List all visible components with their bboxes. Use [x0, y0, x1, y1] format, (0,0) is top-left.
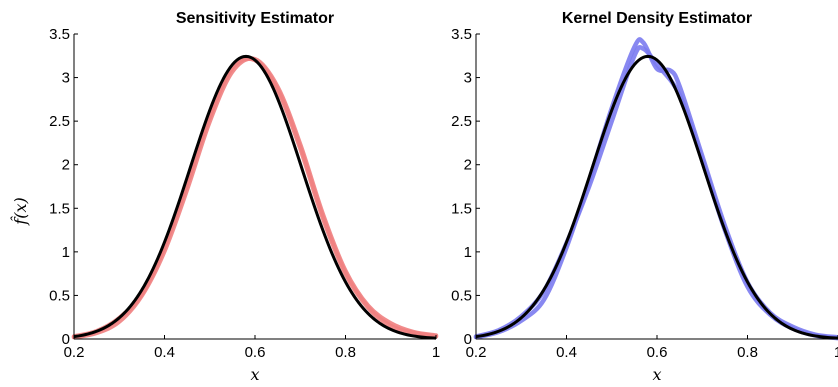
plot-area: 0.2 0.4 0.6 0.8 1 0 0.5 1 1.5 2 2.5 3 3.5: [49, 26, 440, 361]
chart-title: Sensitivity Estimator: [176, 10, 334, 27]
x-tick-label: 1: [834, 344, 838, 361]
panel-kernel-density-estimator: Kernel Density Estimator x 0.2 0.4 0.6 0.8 1…: [451, 10, 838, 384]
true-density-line: [475, 54, 838, 340]
y-tick-label: 1.5: [49, 200, 70, 217]
y-tick-label: 3: [62, 70, 70, 87]
x-tick-label: 0.4: [154, 344, 175, 361]
y-tick-label: 3.5: [49, 26, 70, 43]
y-tick-label: 0.5: [49, 287, 70, 304]
x-axis-label: x: [250, 365, 259, 384]
x-tick-label: 0.4: [556, 344, 577, 361]
x-axis-label: x: [652, 365, 661, 384]
x-tick-label: 0.6: [647, 344, 668, 361]
x-tick-label: 0.2: [64, 344, 85, 361]
estimate-line-0: [473, 37, 838, 340]
x-tick-label: 0.6: [245, 344, 266, 361]
x-tick-label: 0.8: [737, 344, 758, 361]
y-tick-label: 0.5: [451, 287, 472, 304]
y-axis-label-text: f̂(x): [11, 197, 30, 225]
y-tick-label: 0: [62, 331, 70, 348]
y-tick-label: 3: [464, 70, 472, 87]
y-tick-label: 1: [62, 244, 70, 261]
y-tick-label: 0: [464, 331, 472, 348]
chart-title: Kernel Density Estimator: [562, 10, 752, 27]
y-tick-label: 2.5: [451, 113, 472, 130]
true-density-line: [73, 54, 437, 340]
y-tick-label: 2: [464, 157, 472, 174]
panel-sensitivity-estimator: Sensitivity Estimator f̂(x) x 0.2 0.4 0.6 0…: [11, 10, 441, 384]
y-tick-label: 2: [62, 157, 70, 174]
x-tick-label: 0.2: [466, 344, 487, 361]
y-tick-label: 2.5: [49, 113, 70, 130]
y-tick-label: 3.5: [451, 26, 472, 43]
y-tick-label: 1.5: [451, 200, 472, 217]
estimate-line-1: [71, 56, 439, 340]
plot-area: 0.2 0.4 0.6 0.8 1 0 0.5 1 1.5 2 2.5 3 3.5: [451, 26, 838, 361]
estimate-line-1: [473, 44, 838, 341]
y-axis-label: f̂(x): [11, 197, 30, 225]
x-tick-label: 0.8: [335, 344, 356, 361]
y-tick-label: 1: [464, 244, 472, 261]
x-tick-label: 1: [432, 344, 440, 361]
estimate-line-0: [71, 56, 439, 339]
